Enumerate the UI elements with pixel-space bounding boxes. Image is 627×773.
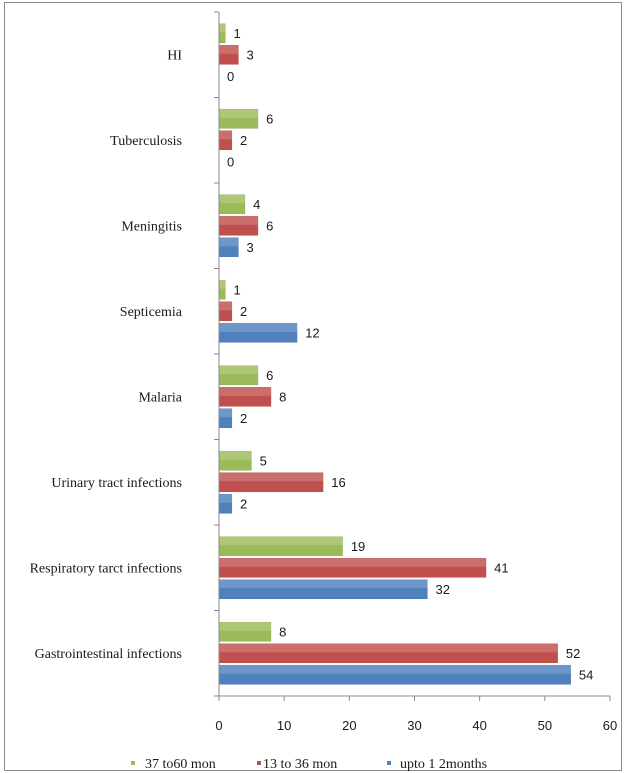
bar-shine-meningitis-upto-1-2months <box>219 237 239 247</box>
bar-shine-septicemia-37-to60-mon <box>219 280 226 289</box>
data-label-septicemia-upto-1-2months: 12 <box>305 325 319 340</box>
category-label-tuberculosis: Tuberculosis <box>110 134 182 149</box>
bar-shine-malaria-13-to-36-mon <box>219 387 272 396</box>
category-label-urinary-tract-infections: Urinary tract infections <box>51 476 182 491</box>
data-label-respiratory-tarct-infections-37-to60-mon: 19 <box>351 539 365 554</box>
data-label-meningitis-upto-1-2months: 3 <box>247 240 254 255</box>
category-label-septicemia: Septicemia <box>120 305 183 320</box>
x-tick-label: 20 <box>342 718 356 733</box>
bar-shine-urinary-tract-infections-upto-1-2months <box>219 494 233 503</box>
data-label-septicemia-13-to-36-mon: 2 <box>240 304 247 319</box>
bar-shine-respiratory-tarct-infections-37-to60-mon <box>219 536 343 546</box>
category-label-respiratory-tarct-infections: Respiratory tarct infections <box>30 561 182 576</box>
x-tick-label: 40 <box>472 718 486 733</box>
bar-shine-urinary-tract-infections-13-to-36-mon <box>219 472 324 482</box>
bar-shine-urinary-tract-infections-37-to60-mon <box>219 451 252 460</box>
data-label-hi-13-to-36-mon: 3 <box>247 47 254 62</box>
data-label-malaria-upto-1-2months: 2 <box>240 411 247 426</box>
category-label-hi: HI <box>167 48 182 63</box>
legend-label-37-to60-mon: 37 to60 mon <box>145 757 216 772</box>
data-label-gastrointestinal-infections-upto-1-2months: 54 <box>579 667 593 682</box>
data-label-malaria-13-to-36-mon: 8 <box>279 389 286 404</box>
category-label-malaria: Malaria <box>138 390 182 405</box>
bar-shine-malaria-37-to60-mon <box>219 365 259 375</box>
bar-shine-hi-37-to60-mon <box>219 23 226 33</box>
data-label-meningitis-37-to60-mon: 4 <box>253 197 260 212</box>
data-label-gastrointestinal-infections-13-to-36-mon: 52 <box>566 646 580 661</box>
data-label-respiratory-tarct-infections-upto-1-2months: 32 <box>436 582 450 597</box>
data-label-meningitis-13-to-36-mon: 6 <box>266 218 273 233</box>
x-tick-label: 50 <box>538 718 552 733</box>
legend-label-upto-1-2months: upto 1 2months <box>400 757 487 772</box>
bar-shine-malaria-upto-1-2months <box>219 408 233 418</box>
data-label-malaria-37-to60-mon: 6 <box>266 368 273 383</box>
bar-shine-meningitis-13-to-36-mon <box>219 216 259 225</box>
bar-shine-gastrointestinal-infections-upto-1-2months <box>219 665 571 674</box>
x-tick-label: 60 <box>603 718 617 733</box>
x-tick-label: 10 <box>277 718 291 733</box>
legend-label-13-to-36-mon: 13 to 36 mon <box>263 757 337 772</box>
bar-shine-gastrointestinal-infections-37-to60-mon <box>219 622 272 631</box>
bar-shine-meningitis-37-to60-mon <box>219 194 246 204</box>
data-label-urinary-tract-infections-upto-1-2months: 2 <box>240 496 247 511</box>
bar-shine-respiratory-tarct-infections-13-to-36-mon <box>219 558 487 567</box>
data-label-septicemia-37-to60-mon: 1 <box>234 282 241 297</box>
bar-shine-tuberculosis-37-to60-mon <box>219 109 259 118</box>
category-label-gastrointestinal-infections: Gastrointestinal infections <box>35 647 182 662</box>
bar-shine-respiratory-tarct-infections-upto-1-2months <box>219 579 428 589</box>
legend-swatch-13-to-36-mon <box>257 761 261 765</box>
bar-shine-septicemia-13-to-36-mon <box>219 301 233 311</box>
category-label-meningitis: Meningitis <box>121 219 182 234</box>
data-label-urinary-tract-infections-37-to60-mon: 5 <box>260 453 267 468</box>
bar-shine-gastrointestinal-infections-13-to-36-mon <box>219 643 558 653</box>
x-tick-label: 0 <box>215 718 222 733</box>
data-label-gastrointestinal-infections-37-to60-mon: 8 <box>279 624 286 639</box>
data-label-hi-upto-1-2months: 0 <box>227 69 234 84</box>
chart-frame <box>4 2 622 771</box>
bar-shine-hi-13-to-36-mon <box>219 45 239 54</box>
legend-swatch-upto-1-2months <box>387 761 391 765</box>
data-label-tuberculosis-13-to-36-mon: 2 <box>240 133 247 148</box>
bar-shine-tuberculosis-13-to-36-mon <box>219 130 233 140</box>
data-label-hi-37-to60-mon: 1 <box>234 26 241 41</box>
data-label-urinary-tract-infections-13-to-36-mon: 16 <box>331 475 345 490</box>
data-label-tuberculosis-37-to60-mon: 6 <box>266 111 273 126</box>
legend-swatch-37-to60-mon <box>131 761 135 765</box>
data-label-tuberculosis-upto-1-2months: 0 <box>227 154 234 169</box>
bar-shine-septicemia-upto-1-2months <box>219 323 298 332</box>
data-label-respiratory-tarct-infections-13-to-36-mon: 41 <box>494 560 508 575</box>
x-tick-label: 30 <box>407 718 421 733</box>
